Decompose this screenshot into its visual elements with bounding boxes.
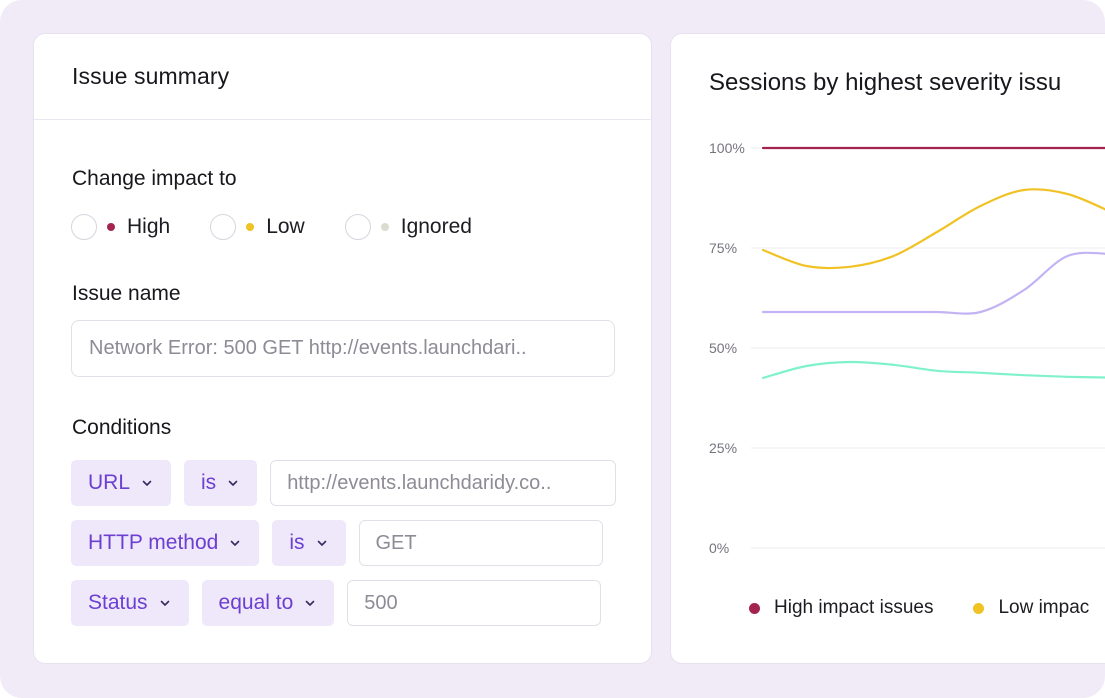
condition-field-label: Status (88, 591, 148, 614)
high-color-dot (107, 223, 115, 231)
issue-name-input[interactable]: Network Error: 500 GET http://events.lau… (71, 320, 615, 377)
y-tick-label: 100% (709, 140, 745, 156)
sessions-chart-card: Sessions by highest severity issu 100% 75… (670, 33, 1105, 664)
low-color-dot (246, 223, 255, 231)
condition-field-label: URL (88, 471, 131, 494)
radio-button[interactable] (71, 214, 97, 240)
radio-button[interactable] (210, 214, 237, 240)
impact-option-ignored[interactable]: Ignored (344, 214, 472, 240)
condition-operator-select[interactable]: is (184, 460, 258, 506)
radio-button[interactable] (344, 214, 371, 240)
issue-summary-header: Issue summary (34, 34, 651, 120)
chevron-down-icon (305, 600, 315, 606)
chart-legend: High impact issues Low impac (749, 597, 1105, 619)
conditions-label: Conditions (72, 416, 172, 439)
legend-label: High impact issues (774, 597, 934, 618)
y-tick-label: 25% (709, 440, 737, 456)
legend-dot (973, 602, 985, 614)
impact-option-high[interactable]: High (71, 214, 170, 240)
issue-summary-card: Issue summary Change impact to High Low … (33, 33, 652, 664)
chevron-down-icon (317, 540, 326, 546)
legend-label: Low impac (998, 597, 1090, 618)
chart-title: Sessions by highest severity issu (709, 69, 1062, 96)
condition-field-select[interactable]: URL (71, 460, 172, 506)
impact-option-label: Ignored (400, 215, 472, 238)
series-line-purple (761, 251, 1105, 315)
condition-operator-label: is (201, 471, 217, 494)
condition-value-input[interactable]: 500 (347, 580, 602, 626)
condition-value-input[interactable]: http://events.launchdaridy.co.. (270, 460, 617, 506)
legend-dot (749, 602, 760, 614)
condition-row-method: HTTP method is GET (71, 520, 603, 566)
impact-radio-group: High Low Ignored (71, 214, 512, 240)
condition-operator-select[interactable]: equal to (201, 580, 335, 626)
y-tick-label: 0% (709, 540, 729, 556)
condition-field-label: HTTP method (88, 531, 219, 554)
impact-option-label: Low (266, 215, 305, 238)
condition-row-url: URL is http://events.launchdaridy.co.. (71, 460, 617, 506)
legend-item-low: Low impac (973, 597, 1089, 619)
ignored-color-dot (380, 223, 389, 231)
issue-name-label: Issue name (72, 282, 181, 305)
issue-summary-title: Issue summary (72, 63, 230, 89)
chevron-down-icon (160, 600, 169, 606)
impact-option-label: High (127, 215, 171, 238)
condition-field-select[interactable]: Status (71, 580, 189, 626)
y-tick-label: 50% (709, 340, 737, 356)
condition-value-input[interactable]: GET (358, 520, 603, 566)
sessions-line-chart: 100% 75% 50% 25% 0% (709, 140, 1105, 556)
chevron-down-icon (142, 480, 152, 486)
condition-operator-label: is (289, 531, 305, 554)
condition-field-select[interactable]: HTTP method (71, 520, 260, 566)
y-tick-label: 75% (709, 240, 737, 256)
condition-row-status: Status equal to 500 (71, 580, 602, 626)
impact-option-low[interactable]: Low (210, 214, 305, 240)
condition-operator-label: equal to (218, 591, 294, 614)
chevron-down-icon (228, 480, 238, 486)
impact-label: Change impact to (72, 167, 237, 190)
legend-item-high: High impact issues (749, 597, 933, 619)
chevron-down-icon (231, 540, 240, 546)
condition-operator-select[interactable]: is (272, 520, 346, 566)
series-line-low (761, 188, 1105, 270)
series-line-teal (761, 360, 1105, 380)
